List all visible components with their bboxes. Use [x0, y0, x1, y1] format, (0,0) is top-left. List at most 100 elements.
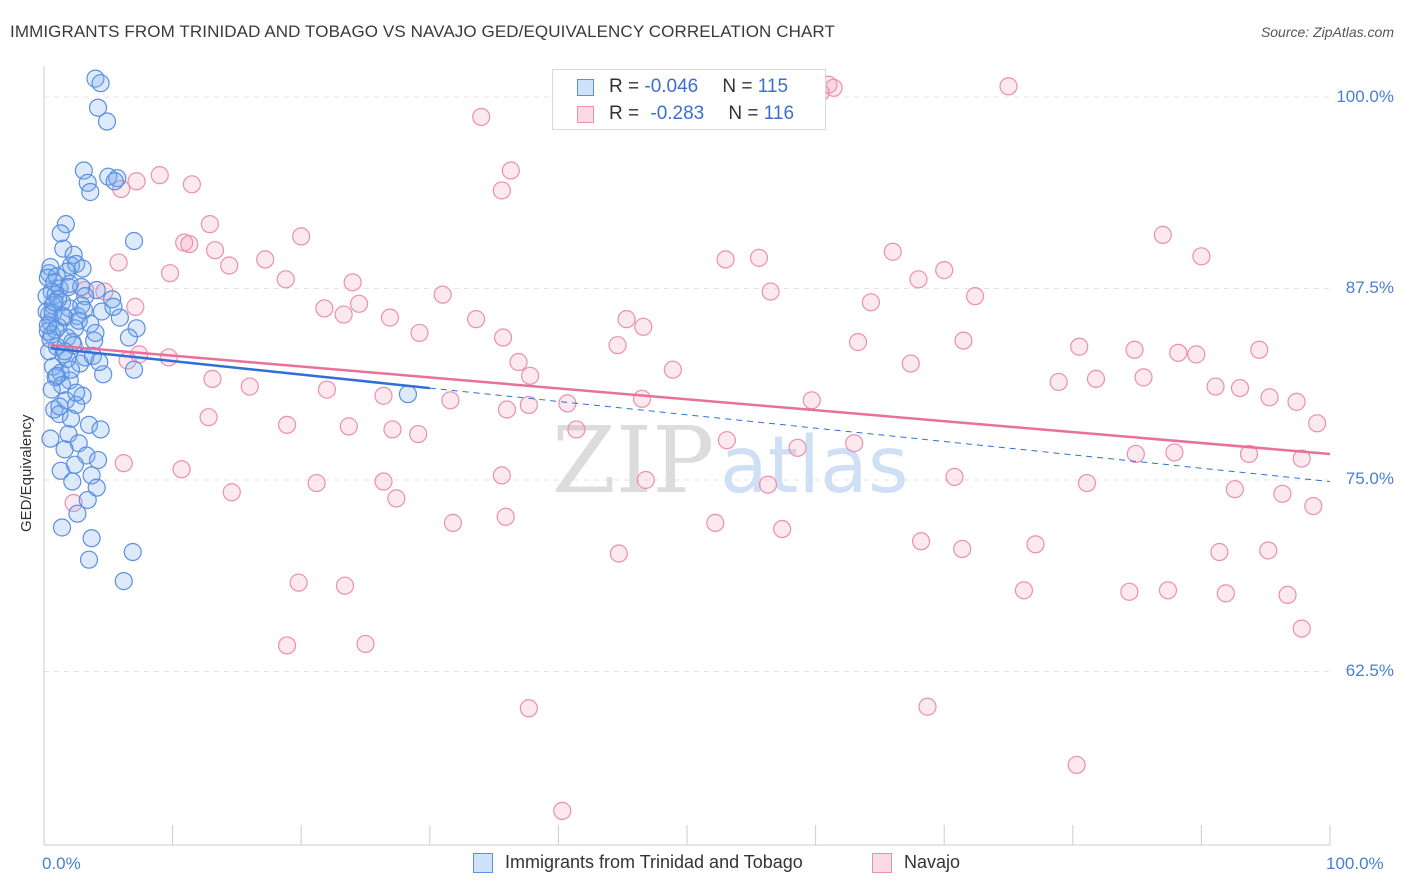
trinidad-point — [50, 405, 69, 424]
trinidad-point — [41, 329, 60, 349]
trinidad-point — [54, 239, 73, 258]
navajo-point — [315, 299, 334, 318]
trinidad-point — [91, 420, 110, 439]
navajo-point — [114, 454, 133, 473]
navajo-point — [918, 697, 937, 716]
trinidad-point — [398, 385, 418, 404]
navajo-point — [343, 273, 362, 292]
trinidad-point — [124, 231, 144, 251]
trinidad-point — [51, 461, 70, 480]
trinidad-point — [108, 169, 127, 188]
navajo-point — [1165, 443, 1184, 462]
navajo-point — [317, 380, 337, 399]
legend-row-navajo: R = -0.283 N = 116 — [553, 101, 794, 127]
trinidad-point — [60, 274, 79, 294]
navajo-point — [410, 323, 429, 343]
trinidad-point — [78, 490, 97, 510]
trinidad-point — [110, 308, 129, 327]
navajo-point — [1292, 619, 1311, 638]
navajo-point — [383, 420, 402, 439]
navajo-point — [1086, 369, 1106, 388]
navajo-point — [356, 634, 375, 654]
navajo-point — [1308, 414, 1327, 433]
navajo-point — [749, 248, 769, 267]
trinidad-point — [86, 323, 105, 343]
navajo-point — [1210, 542, 1229, 562]
navajo-point — [519, 395, 538, 415]
trinidad-point — [38, 316, 57, 335]
navajo-point — [1014, 581, 1034, 600]
navajo-point — [608, 336, 627, 355]
navajo-point — [203, 369, 222, 388]
trinidad-point — [88, 98, 108, 117]
navajo-point — [909, 270, 928, 289]
watermark-zip: ZIP — [552, 407, 714, 514]
navajo-point — [380, 308, 400, 327]
r-label: R = — [609, 103, 645, 124]
navajo-point — [1287, 392, 1306, 411]
trinidad-point — [99, 167, 118, 186]
navajo-point — [1278, 585, 1297, 605]
n-label: N = — [722, 76, 758, 97]
navajo-point — [307, 473, 326, 493]
trinidad-point — [87, 478, 106, 497]
navajo-point — [1169, 343, 1188, 362]
trinidad-trend-line — [50, 347, 430, 390]
trinidad-point — [61, 409, 81, 428]
navajo-point — [1026, 535, 1045, 554]
trinidad-point — [119, 328, 138, 347]
navajo-point — [289, 573, 308, 592]
navajo-point — [172, 460, 191, 479]
navajo-point — [1260, 388, 1279, 407]
navajo-point — [1126, 444, 1145, 464]
trinidad-point — [81, 182, 100, 202]
navajo-point — [1292, 449, 1311, 468]
navajo-point — [1077, 473, 1097, 493]
trinidad-point — [104, 297, 123, 316]
navajo-point — [945, 467, 964, 487]
navajo-point — [553, 801, 572, 821]
trinidad-point — [42, 380, 61, 399]
navajo-point — [1067, 755, 1086, 775]
navajo-point — [441, 391, 460, 410]
navajo-point — [845, 434, 864, 453]
navajo-point — [1049, 372, 1068, 392]
navajo-point — [632, 389, 652, 408]
navajo-point — [205, 241, 225, 260]
navajo-point — [663, 360, 682, 379]
trinidad-point — [37, 302, 56, 321]
n-value: 116 — [763, 103, 795, 124]
navajo-point — [472, 107, 491, 127]
y-tick-label: 75.0% — [1345, 469, 1394, 488]
navajo-point — [95, 282, 114, 301]
navajo-point — [126, 297, 145, 316]
navajo-point — [1158, 581, 1178, 600]
r-label: R = — [609, 76, 645, 97]
navajo-point — [617, 310, 636, 329]
trinidad-point — [74, 300, 93, 320]
y-tick-label: 100.0% — [1336, 87, 1394, 106]
trinidad-point — [45, 293, 64, 312]
trinidad-point — [92, 302, 111, 321]
navajo-point — [1206, 377, 1225, 396]
pink-swatch — [872, 852, 892, 873]
navajo-point — [109, 253, 128, 272]
navajo-point — [1192, 247, 1211, 266]
navajo-point — [761, 282, 780, 301]
navajo-point — [848, 333, 868, 352]
navajo-point — [159, 348, 178, 367]
navajo-point — [1153, 225, 1172, 244]
r-value: -0.046 — [644, 76, 699, 97]
navajo-point — [277, 636, 297, 655]
navajo-point — [443, 513, 463, 532]
navajo-point — [883, 242, 902, 261]
trinidad-point — [52, 375, 72, 395]
trinidad-point — [55, 440, 74, 459]
navajo-point — [802, 391, 821, 410]
navajo-point — [339, 417, 358, 436]
trinidad-point — [82, 529, 101, 548]
navajo-point — [374, 472, 393, 491]
chart-title: IMMIGRANTS FROM TRINIDAD AND TOBAGO VS N… — [10, 22, 835, 41]
navajo-point — [609, 544, 628, 563]
